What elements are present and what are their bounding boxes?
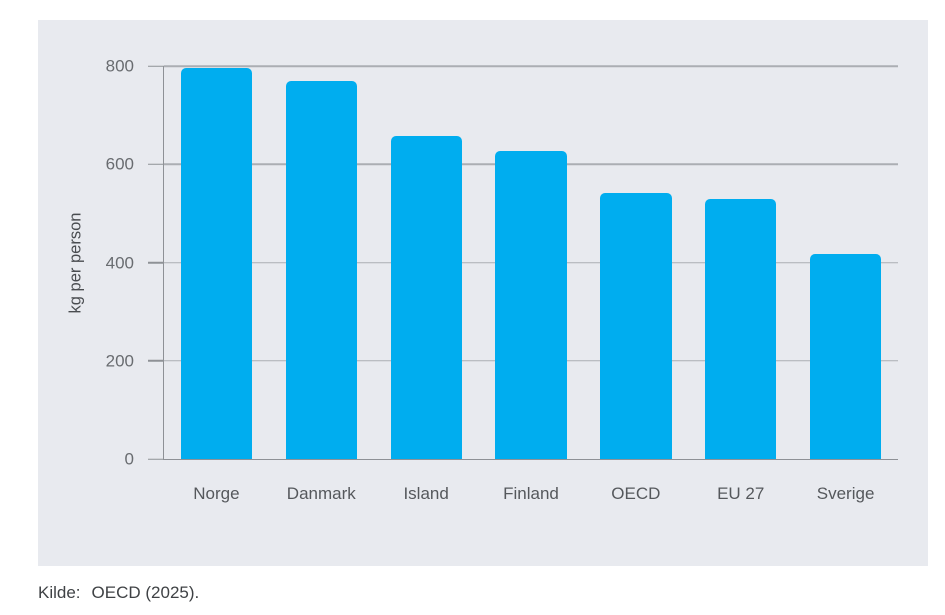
y-tick-label-200: 200 bbox=[105, 351, 134, 371]
y-tick-label-600: 600 bbox=[105, 154, 134, 174]
bar-slot-island bbox=[374, 66, 479, 459]
category-label-norge: Norge bbox=[193, 484, 240, 503]
category-label-finland: Finland bbox=[503, 484, 559, 503]
category-label-oecd: OECD bbox=[611, 484, 661, 503]
plot-area: kg per person 0 200 400 600 800 Norge Danmark… bbox=[67, 58, 898, 503]
y-axis-label: kg per person bbox=[66, 212, 85, 313]
bar-eu-27 bbox=[705, 198, 777, 459]
category-label-sverige: Sverige bbox=[816, 484, 875, 503]
y-tick-label-0: 0 bbox=[124, 449, 134, 469]
gridline-800 bbox=[164, 65, 898, 67]
bar-slot-eu-27 bbox=[688, 66, 793, 459]
y-tick-label-800: 800 bbox=[105, 56, 134, 76]
source-line: Kilde: OECD (2025). bbox=[38, 583, 199, 603]
category-label-eu-27: EU 27 bbox=[717, 484, 765, 503]
bar-slot-finland bbox=[479, 66, 584, 459]
bar-slot-oecd bbox=[583, 66, 688, 459]
bar-island bbox=[390, 135, 462, 459]
source-label: Kilde: bbox=[38, 583, 81, 602]
bar-oecd bbox=[600, 193, 672, 459]
category-labels-row: Norge Danmark Island Finland OECD EU 27 Sverig… bbox=[164, 484, 898, 504]
y-tick-mark-200 bbox=[148, 360, 164, 362]
source-text: OECD (2025). bbox=[91, 583, 200, 602]
bar-slot-danmark bbox=[269, 66, 374, 459]
bars-layer bbox=[164, 66, 898, 459]
bar-norge bbox=[180, 68, 253, 459]
bar-danmark bbox=[285, 81, 357, 459]
y-tick-mark-800 bbox=[148, 65, 164, 67]
bar-finland bbox=[495, 150, 567, 459]
y-tick-mark-0 bbox=[148, 458, 164, 460]
category-label-island: Island bbox=[403, 484, 449, 503]
chart-panel: kg per person 0 200 400 600 800 Norge Danmark… bbox=[38, 20, 928, 566]
y-tick-mark-400 bbox=[148, 261, 164, 264]
bar-sverige bbox=[809, 254, 882, 459]
y-tick-label-400: 400 bbox=[105, 253, 134, 272]
category-label-danmark: Danmark bbox=[286, 484, 356, 503]
y-tick-mark-600 bbox=[148, 163, 164, 165]
bar-slot-norge bbox=[164, 66, 269, 459]
bar-slot-sverige bbox=[793, 66, 898, 459]
